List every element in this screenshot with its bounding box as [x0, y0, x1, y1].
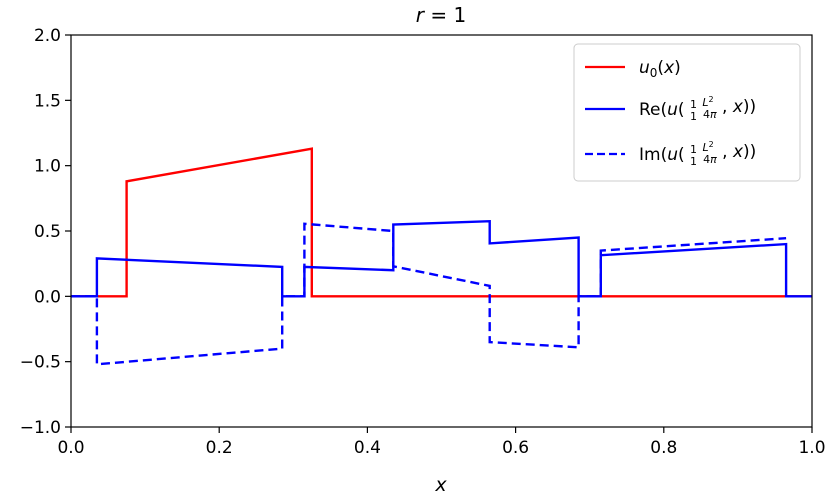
legend-box — [573, 43, 801, 182]
y-tick-label: −1.0 — [20, 418, 61, 438]
y-tick-label: −0.5 — [20, 353, 61, 373]
y-tick-label: 2.0 — [34, 26, 61, 46]
x-tick-label: 0.2 — [206, 438, 233, 458]
plot-lines — [71, 147, 812, 366]
ticks: 0.0 0.2 0.4 0.6 0.8 1.0 −1.0 −0.5 0.0 0.5 1.0 1.5 2.… — [20, 26, 826, 458]
series-line-2 — [71, 222, 787, 366]
series-line-1 — [71, 219, 812, 298]
x-axis-label: x — [434, 474, 447, 496]
y-tick-label: 0.0 — [34, 287, 61, 307]
chart-title: r = 1 — [416, 3, 466, 27]
y-tick-label: 0.5 — [34, 222, 61, 242]
legend-label-u0: u0(x) — [639, 58, 681, 80]
x-tick-label: 0.0 — [57, 438, 84, 458]
x-tick-label: 0.4 — [354, 438, 381, 458]
x-tick-label: 0.8 — [650, 438, 677, 458]
x-tick-label: 1.0 — [798, 438, 825, 458]
y-tick-label: 1.5 — [34, 91, 61, 111]
x-tick-label: 0.6 — [502, 438, 529, 458]
y-tick-label: 1.0 — [34, 157, 61, 177]
series-line-0 — [71, 147, 812, 298]
